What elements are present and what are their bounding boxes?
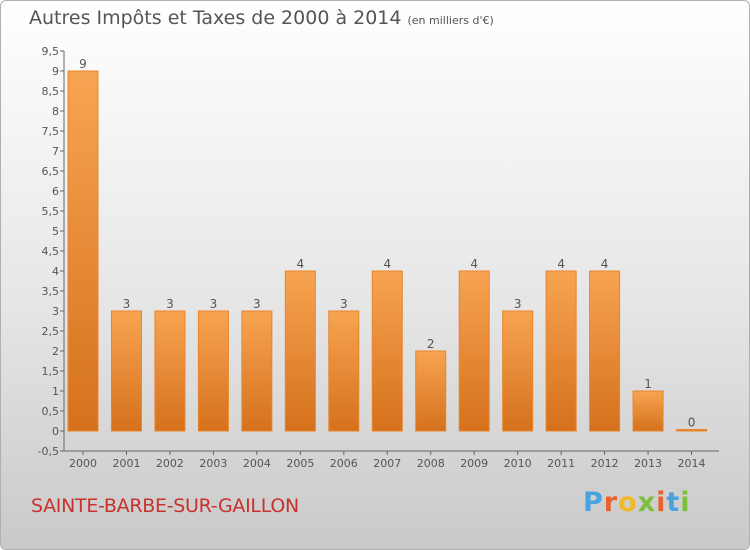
bar <box>328 310 360 432</box>
y-tick-label: -0,5 <box>38 445 59 458</box>
brand-letter: x <box>637 487 657 518</box>
bar-data-label: 9 <box>79 57 87 71</box>
x-tick-label: 2007 <box>373 457 401 470</box>
bar <box>502 310 534 432</box>
brand-letter: i <box>656 487 667 518</box>
y-tick-label: 8 <box>52 105 59 118</box>
y-tick-label: 6 <box>52 185 59 198</box>
y-tick-label: 2,5 <box>42 325 60 338</box>
bar <box>197 310 229 432</box>
x-tick-label: 2001 <box>112 457 140 470</box>
x-tick-label: 2011 <box>547 457 575 470</box>
bar <box>589 270 621 432</box>
y-tick-label: 4 <box>52 265 59 278</box>
bar-data-label: 4 <box>557 257 565 271</box>
y-tick-label: 5,5 <box>42 205 60 218</box>
y-tick-label: 6,5 <box>42 165 60 178</box>
bar <box>154 310 186 432</box>
x-tick-label: 2003 <box>199 457 227 470</box>
x-tick-label: 2010 <box>504 457 532 470</box>
bar <box>415 350 447 432</box>
y-tick-label: 3 <box>52 305 59 318</box>
y-tick-label: 4,5 <box>42 245 60 258</box>
y-tick-label: 0,5 <box>42 405 60 418</box>
bar-data-label: 3 <box>166 297 174 311</box>
bar <box>110 310 142 432</box>
bar-data-label: 2 <box>427 337 435 351</box>
bar-data-label: 4 <box>601 257 609 271</box>
x-tick-label: 2009 <box>460 457 488 470</box>
x-tick-label: 2006 <box>330 457 358 470</box>
bar <box>676 429 708 432</box>
bar-data-label: 4 <box>383 257 391 271</box>
y-tick-label: 1,5 <box>42 365 60 378</box>
x-tick-label: 2004 <box>243 457 271 470</box>
brand-letter: r <box>603 487 619 518</box>
bar-data-label: 3 <box>514 297 522 311</box>
x-tick-label: 2014 <box>678 457 706 470</box>
y-tick-label: 0 <box>52 425 59 438</box>
chart-unit: (en milliers d'€) <box>407 14 494 27</box>
bar-data-label: 3 <box>210 297 218 311</box>
brand-logo: Proxiti <box>583 487 691 518</box>
chart-title-text: Autres Impôts et Taxes de 2000 à 2014 <box>29 7 402 29</box>
bar <box>284 270 316 432</box>
y-tick-label: 9 <box>52 65 59 78</box>
x-tick-label: 2012 <box>591 457 619 470</box>
bar-data-label: 1 <box>644 377 652 391</box>
y-tick-label: 9,5 <box>42 45 60 58</box>
y-tick-label: 8,5 <box>42 85 60 98</box>
bar <box>241 310 273 432</box>
y-tick-label: 7 <box>52 145 59 158</box>
y-tick-label: 2 <box>52 345 59 358</box>
x-tick-label: 2008 <box>417 457 445 470</box>
bar-data-label: 0 <box>688 416 696 430</box>
bar-data-label: 3 <box>253 297 261 311</box>
x-tick-label: 2002 <box>156 457 184 470</box>
bar <box>632 390 664 432</box>
location-name: SAINTE-BARBE-SUR-GAILLON <box>31 495 299 517</box>
y-tick-label: 1 <box>52 385 59 398</box>
brand-letter: i <box>680 487 691 518</box>
x-tick-label: 2000 <box>69 457 97 470</box>
chart-title: Autres Impôts et Taxes de 2000 à 2014 (en… <box>29 7 494 29</box>
bar-data-label: 4 <box>470 257 478 271</box>
brand-letter: o <box>618 487 638 518</box>
bar <box>371 270 403 432</box>
brand-letter: t <box>666 487 681 518</box>
x-tick-label: 2005 <box>286 457 314 470</box>
bar <box>458 270 490 432</box>
x-tick-label: 2013 <box>634 457 662 470</box>
bar <box>67 70 99 432</box>
brand-letter: P <box>583 487 604 518</box>
bar <box>545 270 577 432</box>
y-tick-label: 5 <box>52 225 59 238</box>
bar-data-label: 4 <box>297 257 305 271</box>
bar-data-label: 3 <box>123 297 131 311</box>
y-tick-label: 7,5 <box>42 125 60 138</box>
y-tick-label: 3,5 <box>42 285 60 298</box>
bar-data-label: 3 <box>340 297 348 311</box>
